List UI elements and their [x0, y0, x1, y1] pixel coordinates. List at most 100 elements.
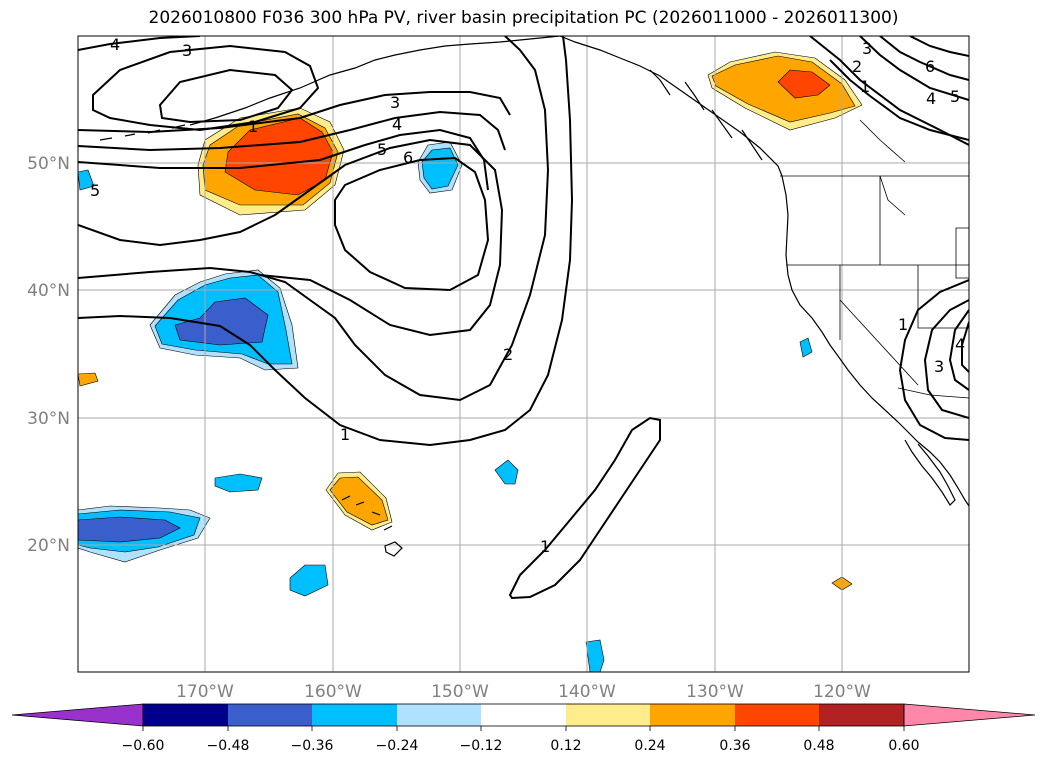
bc-coast-detail [859, 119, 906, 216]
pv-contour-label: 4 [110, 35, 120, 54]
colorbar-ticks [142, 726, 905, 731]
pv-contour [923, 299, 969, 419]
pv-contour [334, 156, 490, 292]
pv-contour-label: 5 [90, 181, 100, 200]
pv-contour [92, 44, 320, 132]
pv-contour-label: 6 [925, 57, 935, 76]
precip-anomaly-negative [799, 337, 813, 358]
hawaii-islands [341, 495, 403, 557]
pv-contour-label: 3 [182, 41, 192, 60]
precip-anomaly-positive [711, 55, 856, 123]
southeast-alaska-islands [649, 69, 763, 161]
colorbar-tick-label: 0.36 [719, 738, 750, 754]
colorbar-tick-label: −0.24 [376, 738, 419, 754]
pv-contour-label: 1 [248, 117, 258, 136]
pv-contour [829, 59, 969, 141]
colorbar-tick-label: 0.60 [888, 738, 919, 754]
precip-anomaly-positive [78, 372, 99, 387]
lon-label: 150°W [431, 682, 489, 702]
colorbar-segment [481, 704, 566, 726]
pv-contour [898, 279, 969, 441]
pv-contour [78, 36, 550, 402]
state-borders [786, 176, 969, 386]
pv-contour-label: 3 [934, 357, 944, 376]
pv-contour-labels: 4 3 1 3 4 5 6 2 1 1 5 2 3 6 1 4 5 1 3 4 [90, 35, 965, 556]
pv-contour-label: 4 [926, 89, 936, 108]
colorbar-segment [735, 704, 819, 726]
lon-label: 130°W [686, 682, 744, 702]
pv-contour-label: 6 [403, 148, 413, 167]
colorbar-outline [142, 703, 905, 727]
pv-contour [78, 128, 489, 191]
baja-coast [904, 439, 956, 506]
colorbar-extend-low [11, 703, 144, 727]
pv-contour [809, 36, 969, 146]
lon-labels: 170°W 160°W 150°W 140°W 130°W 120°W [176, 682, 871, 702]
pv-contour [859, 36, 969, 101]
precip-anomaly-negative [289, 564, 329, 597]
colorbar-segment [143, 704, 228, 726]
lat-label: 20°N [27, 536, 70, 556]
pv-contour-label: 1 [340, 425, 350, 444]
us-mexico-border [897, 387, 969, 399]
political-borders [780, 119, 969, 399]
lat-labels: 50°N 40°N 30°N 20°N [27, 154, 70, 556]
colorbar-tick-label: −0.48 [207, 738, 250, 754]
colorbar-tick-label: 0.12 [550, 738, 581, 754]
lon-label: 140°W [558, 682, 616, 702]
map-frame [77, 35, 970, 673]
lon-label: 160°W [304, 682, 362, 702]
precip-anomaly-negative [78, 169, 95, 191]
pv-contour [948, 309, 969, 391]
pv-contour-label: 2 [852, 57, 862, 76]
chart-title: 2026010800 F036 300 hPa PV, river basin … [148, 8, 899, 28]
colorbar-extend-high [903, 703, 1036, 727]
pv-contour-label: 5 [377, 140, 387, 159]
pv-contour-label: 4 [392, 115, 402, 134]
precip-anomaly-negative [214, 473, 263, 493]
precip-anomaly-positive [224, 117, 334, 196]
pv-contour-label: 1 [540, 537, 550, 556]
precip-anomaly-negative [78, 516, 181, 543]
lon-label: 170°W [176, 682, 234, 702]
pv-contour [909, 36, 969, 57]
colorbar-segment [819, 704, 904, 726]
pv-contour [78, 36, 574, 447]
map-layers: 4 3 1 3 4 5 6 2 1 1 5 2 3 6 1 4 5 1 3 4 [78, 35, 969, 672]
colorbar-segment [228, 704, 312, 726]
colorbar-tick-label: −0.60 [122, 738, 165, 754]
colorbar-tick-labels: −0.60 −0.48 −0.36 −0.24 −0.12 0.12 0.24 … [122, 738, 920, 754]
precip-anomaly-positive [777, 69, 831, 99]
west-coast [781, 175, 969, 507]
pv-contour-label: 2 [503, 345, 513, 364]
pv-contour [508, 416, 661, 600]
coastlines [99, 36, 969, 557]
pv-contour-label: 3 [390, 93, 400, 112]
lat-label: 30°N [27, 409, 70, 429]
colorbar-tick-label: 0.48 [803, 738, 834, 754]
colorbar-tick-label: 0.24 [634, 738, 665, 754]
pv-contour-label: 1 [860, 77, 870, 96]
colorbar-segment [397, 704, 481, 726]
colorbar-segment [312, 704, 397, 726]
lat-label: 40°N [27, 281, 70, 301]
colorbar-segment [650, 704, 735, 726]
pv-contour-label: 4 [955, 335, 965, 354]
pv-contour-label: 3 [862, 39, 872, 58]
aleutian-islands [99, 124, 186, 141]
pv-contour [78, 91, 511, 134]
colorbar-segment [566, 704, 650, 726]
pv-contours [78, 36, 969, 600]
colorbar: −0.60 −0.48 −0.36 −0.24 −0.12 0.12 0.24 … [11, 703, 1036, 754]
pv-contour [879, 36, 969, 81]
lat-label: 50°N [27, 154, 70, 174]
pv-contour [961, 321, 969, 373]
gridlines [78, 36, 969, 672]
pv-contour [78, 36, 201, 51]
precip-anomaly-negative [585, 639, 605, 672]
precip-anomaly-negative [494, 459, 519, 485]
lon-label: 120°W [813, 682, 871, 702]
pv-contour [78, 110, 506, 152]
pv-contour-label: 5 [950, 87, 960, 106]
